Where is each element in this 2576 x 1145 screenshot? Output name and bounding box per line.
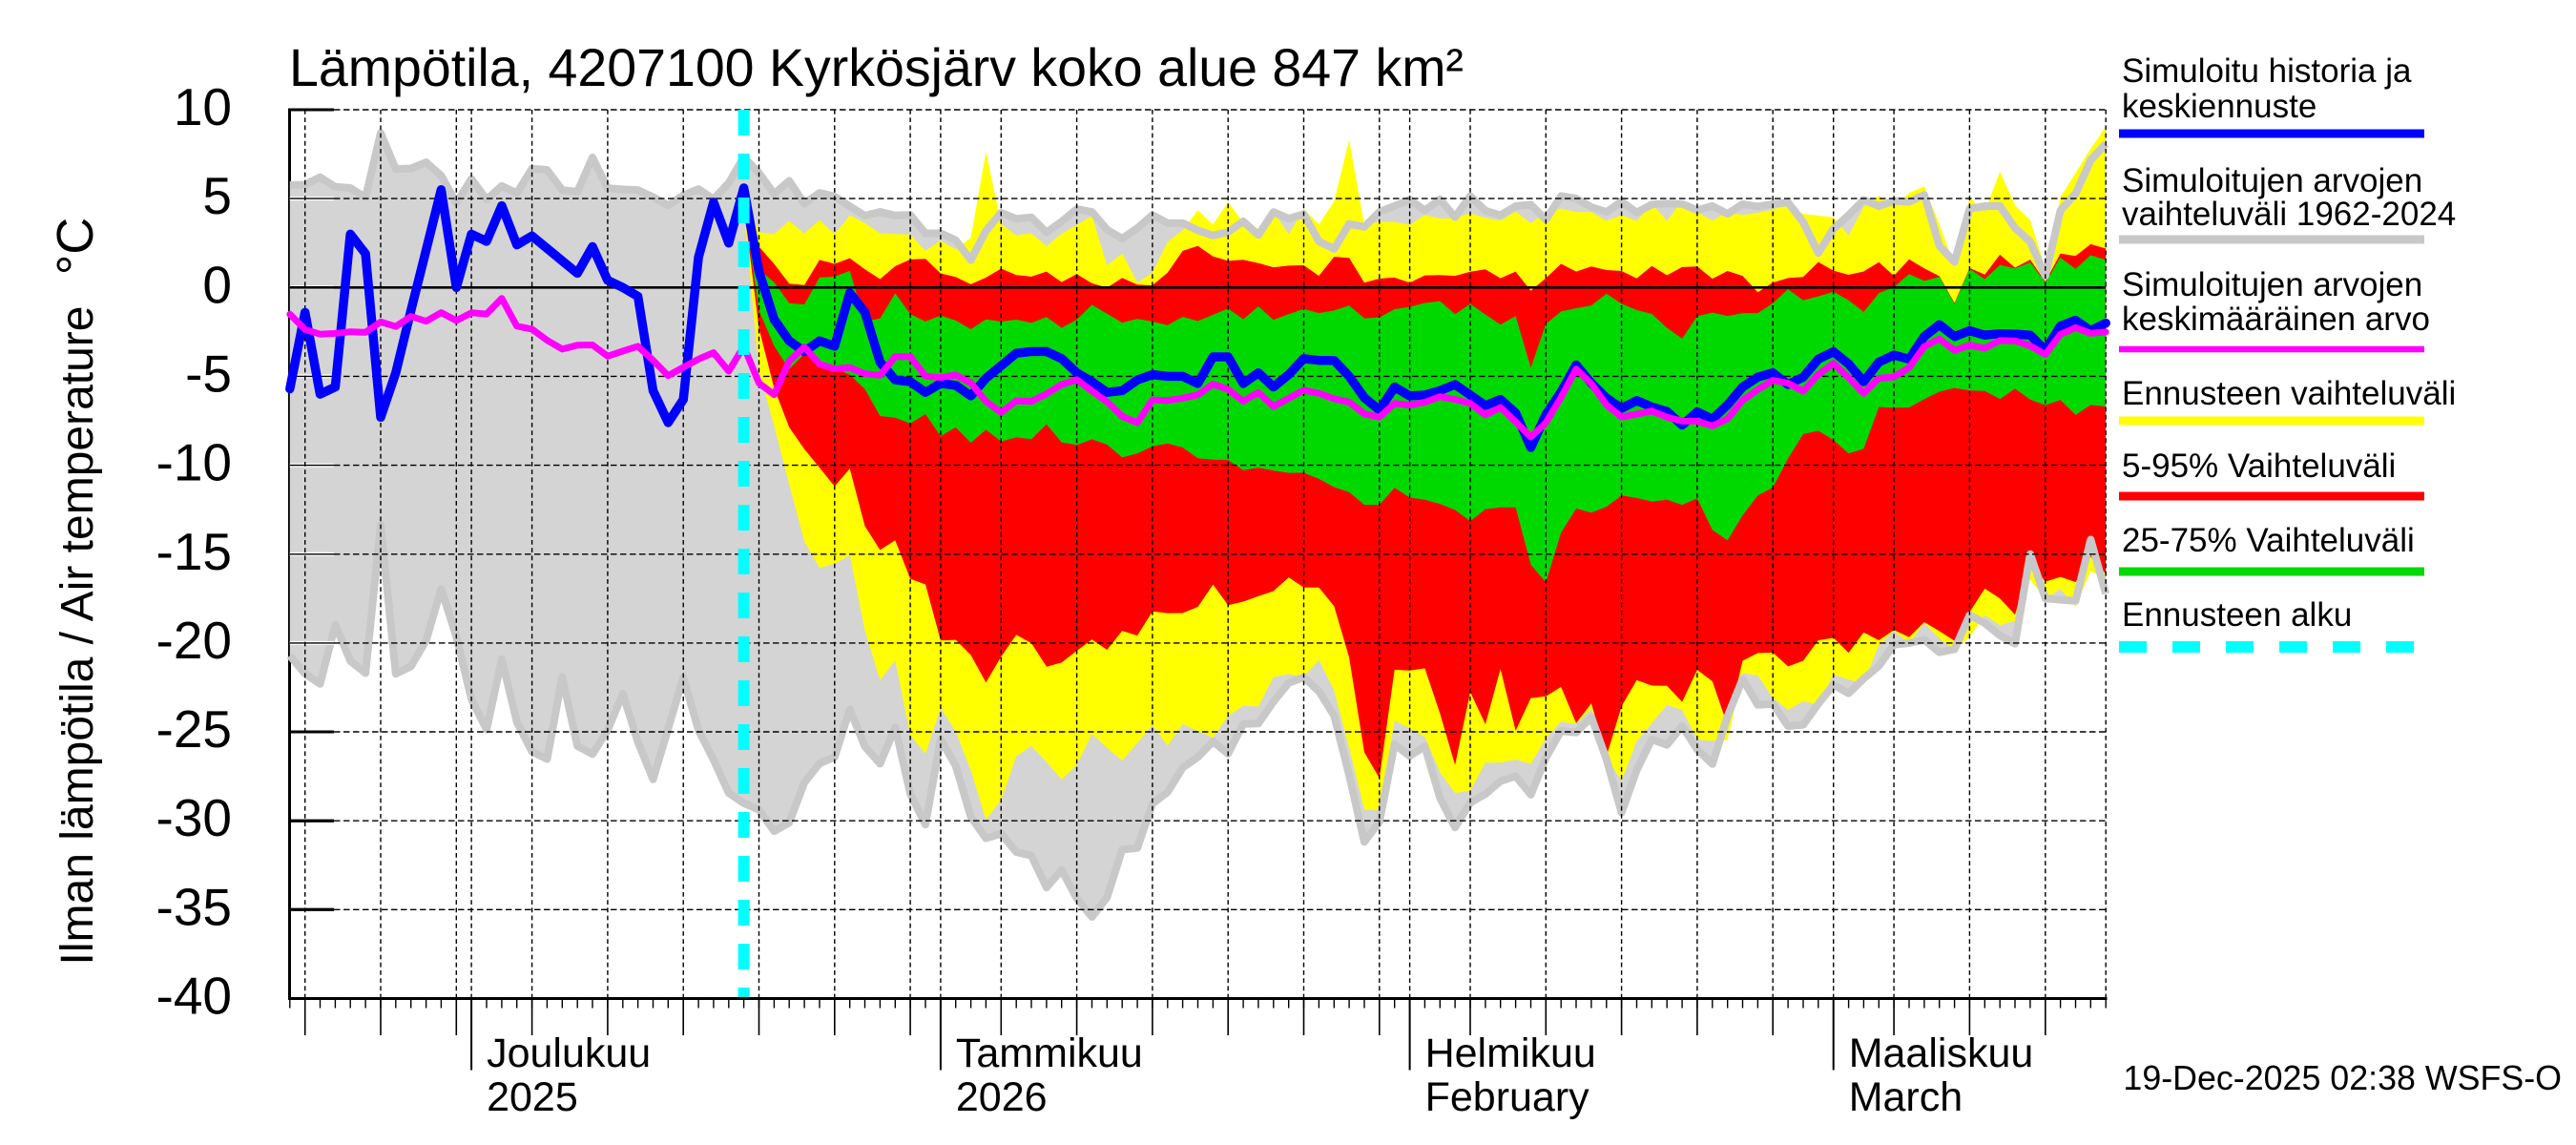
svg-text:-5: -5 xyxy=(185,344,232,403)
svg-text:Simuloitujen arvojen: Simuloitujen arvojen xyxy=(2122,266,2422,303)
svg-text:Maaliskuu: Maaliskuu xyxy=(1849,1030,2034,1076)
svg-text:2026: 2026 xyxy=(956,1074,1048,1120)
svg-text:February: February xyxy=(1425,1074,1590,1120)
svg-text:19-Dec-2025 02:38 WSFS-O: 19-Dec-2025 02:38 WSFS-O xyxy=(2123,1059,2562,1097)
svg-text:Tammikuu: Tammikuu xyxy=(956,1030,1143,1076)
svg-text:Simuloitujen arvojen: Simuloitujen arvojen xyxy=(2122,162,2422,199)
svg-text:-25: -25 xyxy=(156,699,233,759)
svg-text:Helmikuu: Helmikuu xyxy=(1425,1030,1596,1076)
svg-text:-30: -30 xyxy=(156,788,233,847)
svg-text:10: 10 xyxy=(174,77,232,136)
svg-text:-10: -10 xyxy=(156,433,233,492)
svg-text:-15: -15 xyxy=(156,522,233,581)
svg-text:Lämpötila, 4207100 Kyrkösjärv: Lämpötila, 4207100 Kyrkösjärv koko alue … xyxy=(289,38,1464,97)
svg-text:2025: 2025 xyxy=(487,1074,578,1120)
svg-text:Ennusteen alku: Ennusteen alku xyxy=(2122,596,2352,634)
svg-text:25-75% Vaihteluväli: 25-75% Vaihteluväli xyxy=(2122,522,2415,559)
svg-text:-40: -40 xyxy=(156,967,233,1026)
svg-text:-20: -20 xyxy=(156,611,233,670)
svg-text:March: March xyxy=(1849,1074,1963,1120)
svg-text:Ilman lämpötila / Air temperat: Ilman lämpötila / Air temperature xyxy=(52,306,103,966)
svg-text:Ennusteen vaihteluväli: Ennusteen vaihteluväli xyxy=(2122,375,2456,412)
svg-text:-35: -35 xyxy=(156,877,233,936)
svg-text:Simuloitu historia ja: Simuloitu historia ja xyxy=(2122,52,2412,90)
svg-text:Joulukuu: Joulukuu xyxy=(487,1030,651,1076)
svg-text:5-95% Vaihteluväli: 5-95% Vaihteluväli xyxy=(2122,448,2396,485)
svg-text:keskiennuste: keskiennuste xyxy=(2122,88,2316,125)
svg-text:keskimääräinen arvo: keskimääräinen arvo xyxy=(2122,301,2430,338)
svg-text:°C: °C xyxy=(47,218,104,276)
svg-text:vaihteluväli 1962-2024: vaihteluväli 1962-2024 xyxy=(2122,196,2456,233)
svg-text:5: 5 xyxy=(202,166,232,225)
svg-text:0: 0 xyxy=(202,255,232,314)
